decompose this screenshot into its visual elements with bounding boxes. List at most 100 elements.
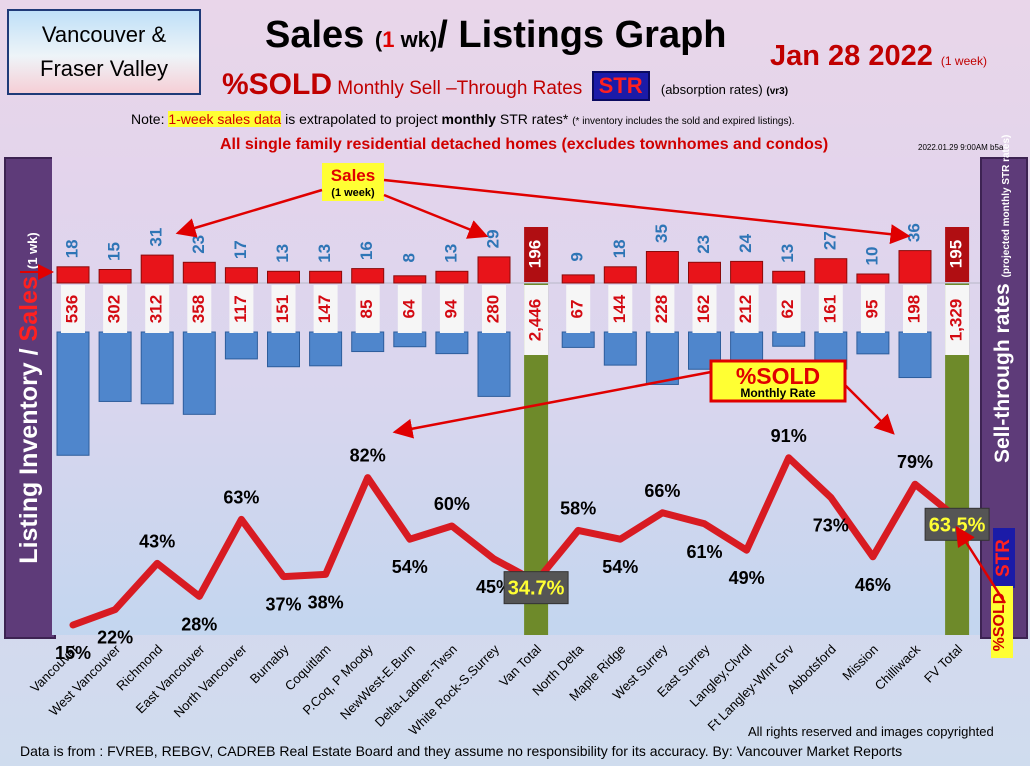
sold-rate-label-van-total: 34.7% — [508, 578, 565, 600]
inventory-label-box-west-surrey — [650, 285, 675, 333]
inventory-label-mission: 95 — [862, 300, 881, 319]
sold-rate-line — [69, 454, 961, 629]
sold-rate-point-north-delta — [575, 527, 582, 534]
inventory-label-box-east-surrey — [692, 285, 717, 333]
sales-bar-north-delta — [561, 274, 595, 284]
inventory-label-fv-total: 1,329 — [947, 299, 966, 342]
sales-callout-arrow-whiterock — [383, 193, 489, 239]
note-prefix: Note: — [131, 111, 169, 127]
sold-callout-arrow-pcoq — [392, 370, 712, 439]
inventory-label-box-delta-ladner-twsn — [439, 285, 464, 333]
sold-rate-label-ft-langley-wlnt-grv: 91% — [771, 426, 807, 446]
sold-rate-label-vancouver: 15% — [55, 643, 91, 663]
title-sales: Sales — [265, 14, 375, 56]
sales-label-mission: 10 — [862, 247, 881, 266]
title-paren-open: ( — [374, 27, 383, 52]
sales-label-coquitlam: 13 — [315, 244, 334, 263]
sales-bar-mission — [856, 273, 890, 284]
inventory-label-east-vancouver: 358 — [189, 295, 208, 323]
sold-rate-point-east-surrey — [701, 520, 708, 527]
inventory-label-east-surrey: 162 — [694, 295, 713, 323]
region-title-box: Vancouver & Fraser Valley — [7, 9, 201, 95]
sales-bar-abbotsford — [814, 258, 848, 284]
title-listings-graph: / Listings Graph — [437, 14, 727, 56]
inventory-label-vancouver: 536 — [62, 295, 81, 323]
inventory-bar-richmond — [140, 331, 174, 405]
sold-rate-label-burnaby: 37% — [265, 595, 301, 615]
note-middle: is extrapolated to project — [281, 111, 442, 127]
sold-rate-point-chilliwack — [912, 481, 918, 488]
sold-rate-label-richmond: 43% — [139, 531, 175, 551]
sales-label-fv-total: 195 — [947, 240, 966, 268]
inventory-label-newwest-e-burn: 64 — [399, 299, 418, 318]
category-label-chilliwack: Chilliwack — [872, 641, 924, 693]
inventory-bar-mission — [856, 331, 890, 355]
inventory-label-north-vancouver: 117 — [231, 295, 250, 322]
sold-rate-point-p-coq-p-moody — [364, 474, 371, 481]
sales-bar-west-surrey — [645, 251, 679, 284]
inventory-bar-west-surrey — [645, 331, 679, 385]
sales-label-abbotsford: 27 — [820, 231, 839, 250]
sales-label-maple-ridge: 18 — [610, 239, 629, 258]
sales-bar-fv-total — [945, 227, 970, 282]
sales-callout-arrow-richmond — [175, 188, 323, 238]
sales-bar-burnaby — [267, 270, 300, 284]
sold-rate-point-north-vancouver — [238, 516, 245, 523]
sold-rate-label-delta-ladner-twsn: 60% — [434, 494, 470, 514]
left-axis-panel: Listing Inventory / Sales (1 wk) — [4, 157, 56, 639]
inventory-bar-p-coq-p-moody — [351, 331, 385, 353]
inventory-label-box-fv-total — [945, 285, 970, 355]
sold-rate-label-chilliwack: 79% — [897, 452, 933, 472]
inventory-bar-white-rock-s-surrey — [477, 331, 511, 397]
inventory-label-delta-ladner-twsn: 94 — [441, 299, 460, 318]
note-monthly: monthly — [441, 111, 496, 127]
inventory-bar-north-delta — [561, 331, 595, 348]
inventory-label-box-coquitlam — [313, 285, 338, 333]
sold-rate-label-west-vancouver: 22% — [97, 628, 133, 648]
sales-label-van-total: 196 — [526, 240, 545, 268]
sold-rate-label-white-rock-s-surrey: 45% — [476, 577, 512, 597]
sold-rate-label-maple-ridge: 54% — [602, 557, 638, 577]
sales-bar-chilliwack — [898, 250, 932, 284]
sold-rate-label-east-vancouver: 28% — [181, 614, 217, 634]
sales-callout-box — [322, 163, 384, 201]
sales-label-ft-langley-wlnt-grv: 13 — [778, 244, 797, 263]
inventory-label-abbotsford: 161 — [820, 295, 839, 323]
sales-label-richmond: 31 — [147, 228, 166, 247]
inventory-label-box-abbotsford — [818, 285, 843, 333]
subtitle-version: (vr3) — [766, 86, 789, 97]
inventory-bar-newwest-e-burn — [393, 331, 427, 348]
homes-line: All single family residential detached h… — [220, 136, 829, 153]
sales-callout-subtitle: (1 week) — [331, 187, 375, 199]
inventory-bar-vancouver — [56, 331, 90, 456]
sold-callout-subtitle: Monthly Rate — [740, 386, 816, 400]
inventory-bar-chilliwack — [898, 331, 932, 379]
inventory-label-box-burnaby — [271, 285, 296, 333]
inventory-label-p-coq-p-moody: 85 — [357, 300, 376, 319]
category-label-north-vancouver: North Vancouver — [171, 641, 250, 720]
sold-rate-label-langley-clvrdl: 49% — [729, 568, 765, 588]
date-label: Jan 28 2022 (1 week) — [770, 40, 987, 73]
sales-label-west-vancouver: 15 — [105, 242, 124, 261]
subtitle-note-text: (absorption rates) — [660, 82, 763, 97]
str-badge: STR — [591, 71, 650, 101]
inventory-bar-burnaby — [267, 331, 300, 368]
sold-callout-title: %SOLD — [736, 363, 820, 389]
sales-label-langley-clvrdl: 24 — [736, 233, 755, 252]
inventory-label-box-richmond — [145, 285, 170, 333]
sold-rate-label-north-delta: 58% — [560, 498, 596, 518]
footer-rights: All rights reserved and images copyright… — [748, 724, 994, 739]
inventory-bar-delta-ladner-twsn — [435, 331, 469, 355]
inventory-bar-ft-langley-wlnt-grv — [772, 331, 806, 347]
inventory-label-chilliwack: 198 — [904, 295, 923, 323]
sales-bar-north-vancouver — [224, 267, 258, 284]
sales-bar-west-vancouver — [98, 269, 132, 284]
inventory-label-box-chilliwack — [903, 285, 927, 333]
sold-callout-box — [709, 359, 847, 403]
sold-rate-point-newwest-e-burn — [406, 536, 413, 543]
sales-bar-vancouver — [56, 266, 90, 284]
sold-rate-label-coquitlam: 38% — [308, 592, 344, 612]
sold-rate-label-fv-total: 63.5% — [929, 514, 986, 536]
inventory-label-west-vancouver: 302 — [105, 295, 124, 323]
title-paren-close: wk) — [394, 27, 438, 52]
